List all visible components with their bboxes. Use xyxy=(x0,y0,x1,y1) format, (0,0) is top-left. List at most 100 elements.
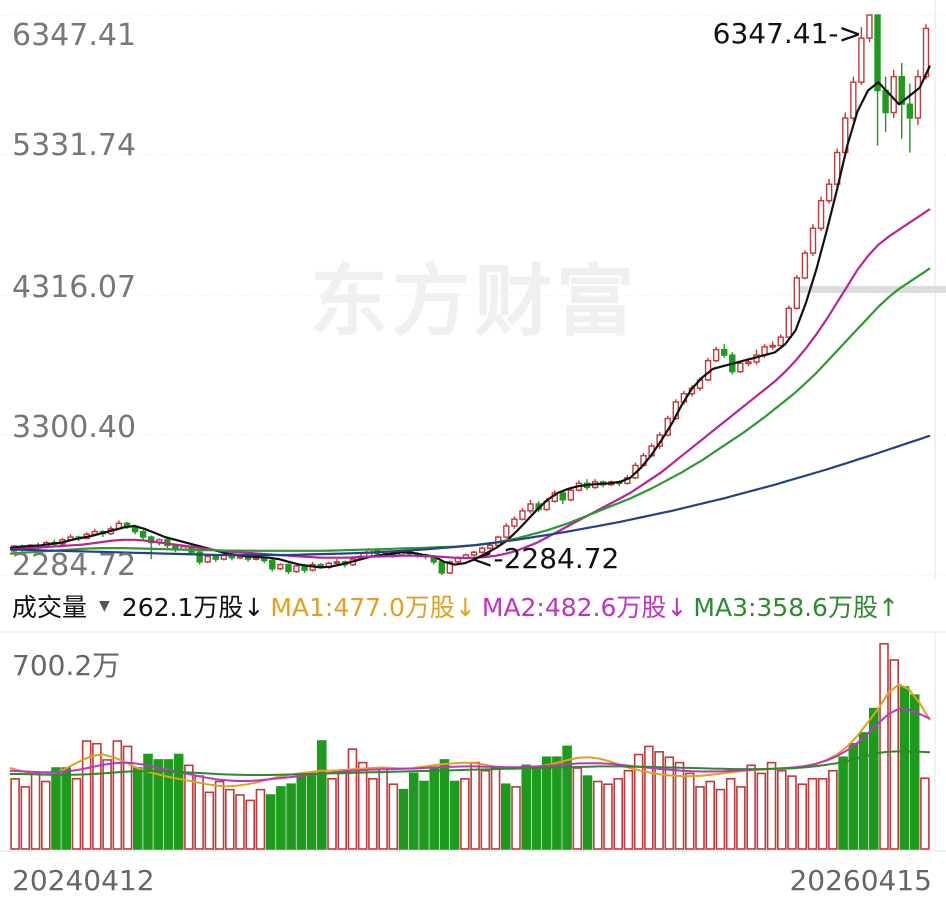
volume-bar-down xyxy=(286,783,296,850)
volume-indicator-bar: 成交量 ▼ 262.1万股↓ MA1:477.0万股↓ MA2:482.6万股↓… xyxy=(0,585,946,627)
volume-bar-up xyxy=(337,769,348,850)
candle-down xyxy=(874,14,881,92)
volume-bar-up xyxy=(695,786,705,850)
volume-bar-down xyxy=(51,767,61,850)
volume-bar-up xyxy=(490,767,501,850)
volume-ma3-label: MA3:358.6万股↑ xyxy=(693,593,899,622)
price-ma-line xyxy=(9,65,931,569)
volume-bar-down xyxy=(439,759,450,850)
volume-bar-down xyxy=(316,740,327,850)
volume-bar-up xyxy=(684,772,695,850)
candle-up xyxy=(825,183,833,202)
candle-down xyxy=(269,559,276,570)
candle-up xyxy=(446,561,454,574)
volume-bar-up xyxy=(245,799,256,850)
volume-bar-down xyxy=(429,767,440,850)
candle-up xyxy=(785,307,792,338)
volume-bar-up xyxy=(664,756,675,850)
candle-up xyxy=(769,344,776,348)
volume-bar-up xyxy=(10,778,20,850)
current-price-marker xyxy=(795,286,946,293)
dropdown-caret-icon: ▼ xyxy=(99,598,110,614)
volume-bar-down xyxy=(858,732,869,850)
candle-up xyxy=(890,75,897,114)
indicator-selector[interactable]: 成交量 ▼ xyxy=(0,588,116,624)
candle-up xyxy=(817,200,825,229)
volume-bar-down xyxy=(541,756,552,850)
volume-bar-down xyxy=(265,794,276,850)
volume-bar-down xyxy=(408,772,419,850)
candle-down xyxy=(559,492,567,501)
volume-bar-down xyxy=(173,753,184,850)
volume-bar-up xyxy=(388,783,399,850)
volume-bar-up xyxy=(224,788,235,850)
candle-up xyxy=(793,277,801,309)
current-volume-label: 262.1万股↓ xyxy=(121,593,265,622)
volume-bar-up xyxy=(194,775,204,850)
volume-bar-up xyxy=(235,794,245,850)
volume-bar-up xyxy=(725,778,736,850)
candle-up xyxy=(809,227,817,254)
volume-bar-up xyxy=(112,740,123,850)
candle-up xyxy=(801,252,809,279)
candle-down xyxy=(139,530,147,538)
date-end-label: 20260415 xyxy=(789,864,932,897)
candle-up xyxy=(503,525,510,538)
volume-bar-up xyxy=(122,745,133,850)
volume-bar-down xyxy=(306,772,317,850)
candle-up xyxy=(527,503,534,512)
volume-bar-up xyxy=(470,761,480,850)
price-plot[interactable] xyxy=(9,14,931,575)
volume-bar-up xyxy=(715,788,726,850)
volume-bar-up xyxy=(81,740,92,850)
volume-bar-up xyxy=(654,751,664,850)
volume-bar-up xyxy=(327,778,337,850)
price-tick-label: 5331.74 xyxy=(12,128,136,163)
volume-bar-down xyxy=(531,767,542,850)
volume-ma2-label: MA2:482.6万股↓ xyxy=(481,593,688,622)
candle-down xyxy=(196,551,203,563)
price-tick-label: 2284.72 xyxy=(12,548,136,583)
candle-up xyxy=(745,361,752,365)
volume-bar-up xyxy=(204,791,215,850)
candle-up xyxy=(204,555,211,563)
candle-up xyxy=(858,37,865,83)
candle-up xyxy=(277,563,284,570)
volume-bar-down xyxy=(132,767,143,850)
volume-bar-up xyxy=(644,745,654,850)
watermark: 东方财富 xyxy=(310,257,638,347)
candle-up xyxy=(478,547,486,553)
volume-bar-down xyxy=(419,780,429,850)
volume-bar-down xyxy=(296,772,307,850)
volume-bar-up xyxy=(746,764,756,850)
volume-bar-up xyxy=(347,748,358,850)
candle-down xyxy=(721,348,728,356)
volume-bar-down xyxy=(562,745,572,850)
candle-up xyxy=(777,336,784,347)
volume-bar-up xyxy=(766,761,777,850)
volume-plot[interactable] xyxy=(9,643,931,850)
volume-bar-down xyxy=(552,756,562,850)
volume-bar-up xyxy=(511,786,521,850)
volume-bar-down xyxy=(163,759,174,850)
volume-bar-down xyxy=(276,786,286,850)
volume-bar-down xyxy=(398,788,409,850)
candle-down xyxy=(882,89,889,114)
price-ma-line xyxy=(9,208,931,560)
candle-up xyxy=(737,362,744,373)
candle-up xyxy=(511,518,518,527)
candle-up xyxy=(850,81,857,119)
candle-down xyxy=(898,75,905,105)
volume-bar-up xyxy=(378,767,388,850)
volume-bar-up xyxy=(807,778,818,850)
candle-up xyxy=(914,75,922,119)
volume-bar-up xyxy=(20,786,31,850)
high-annotation: 6347.41-> xyxy=(713,17,862,50)
low-annotation: <-2284.72 xyxy=(470,542,619,575)
volume-grid xyxy=(0,631,946,852)
volume-bar-down xyxy=(848,742,859,850)
volume-bar-up xyxy=(214,780,225,850)
price-axis: 6347.41 5331.74 4316.07 3300.40 2284.72 xyxy=(12,18,136,583)
candle-up xyxy=(567,489,575,501)
